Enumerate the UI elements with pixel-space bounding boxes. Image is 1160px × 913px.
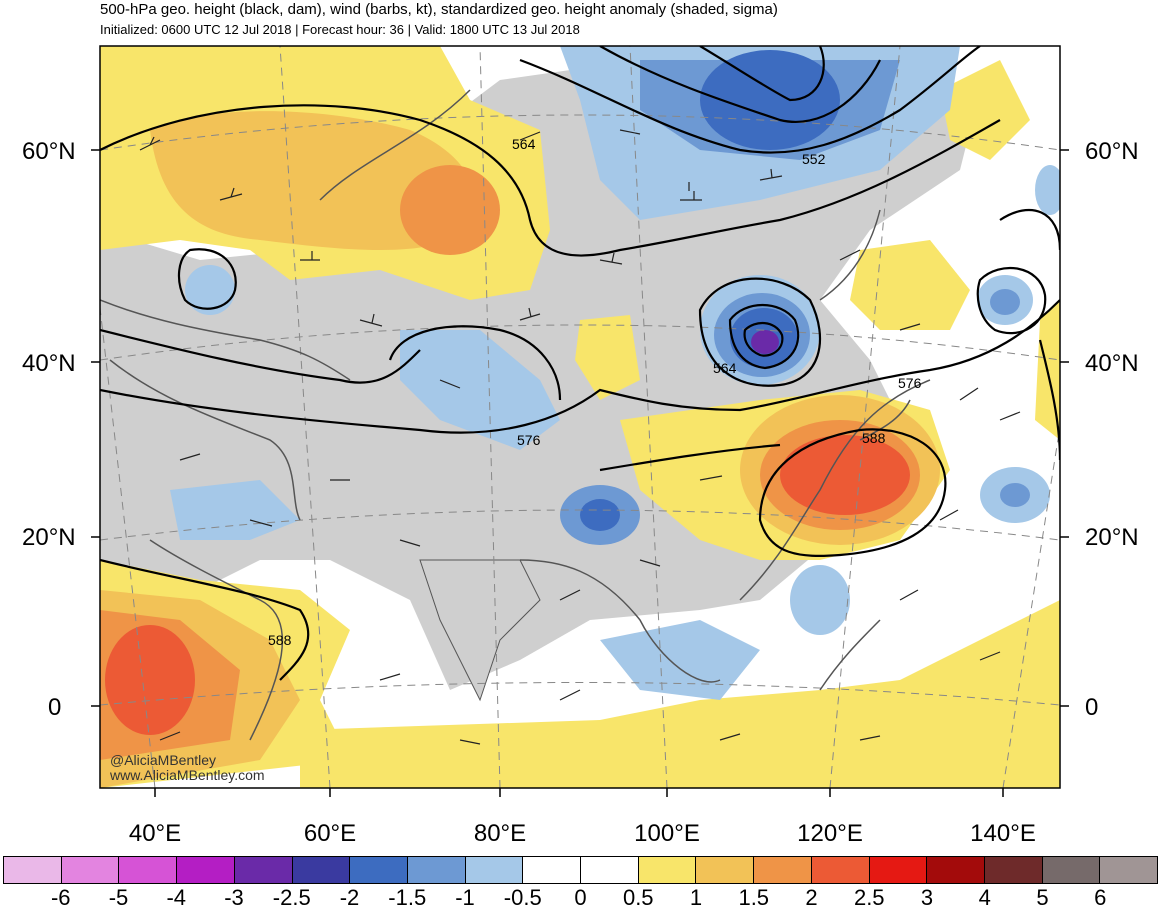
colorbar-label: 6	[1094, 885, 1107, 910]
colorbar-label: -1.5	[388, 885, 427, 910]
colorbar-label: -4	[166, 885, 187, 910]
lat-label-60n-right: 60°N	[1085, 138, 1139, 165]
lon-label-80e: 80°E	[473, 820, 527, 847]
contour-label: 564	[713, 360, 737, 376]
colorbar	[3, 856, 1158, 884]
wind-barbs	[139, 129, 1021, 745]
colorbar-label: 2	[805, 885, 818, 910]
colorbar-label: 2.5	[853, 885, 885, 910]
colorbar-label: 0	[574, 885, 587, 910]
credit-site: www.AliciaMBentley.com	[110, 767, 265, 783]
colorbar-swatch	[407, 857, 466, 883]
colorbar-label: -3	[224, 885, 244, 910]
colorbar-label: 1	[689, 885, 703, 910]
colorbar-label: -2	[339, 885, 360, 910]
colorbar-swatch	[754, 857, 812, 883]
pos-anomaly-equator-band	[300, 600, 1060, 788]
contour-label: 576	[517, 432, 541, 448]
colorbar-swatch	[984, 857, 1043, 883]
colorbar-swatch	[696, 857, 755, 883]
colorbar-label: 3	[920, 885, 934, 910]
colorbar-swatch	[927, 857, 985, 883]
credit-handle: @AliciaMBentley	[110, 752, 217, 768]
lon-label-40e: 40°E	[128, 820, 182, 847]
india-landmass	[419, 559, 541, 702]
colorbar-swatch	[292, 857, 351, 883]
colorbar-swatch	[1042, 857, 1101, 883]
colorbar-label: -2.5	[272, 885, 311, 910]
colorbar-swatch	[638, 857, 697, 883]
lon-label-120e: 120°E	[797, 820, 863, 847]
colorbar-label: 1.5	[738, 885, 770, 910]
colorbar-label: -5	[108, 885, 129, 910]
map-title: 500-hPa geo. height (black, dam), wind (…	[100, 1, 778, 18]
colorbar-swatch	[177, 857, 235, 883]
map-subtitle: Initialized: 0600 UTC 12 Jul 2018 | Fore…	[100, 22, 580, 37]
colorbar-label: 4	[978, 885, 991, 910]
colorbar-swatch	[869, 857, 928, 883]
lon-label-60e: 60°E	[303, 820, 357, 847]
neg-anomaly-low-center	[751, 330, 779, 354]
lat-label-0-right: 0	[1085, 694, 1099, 721]
colorbar-label: -1	[455, 885, 475, 910]
lat-label-40n-right: 40°N	[1085, 350, 1139, 377]
contour-588-africa	[100, 558, 310, 681]
colorbar-label: 5	[1036, 885, 1049, 910]
colorbar-label: -6	[50, 885, 71, 910]
lat-label-0: 0	[48, 694, 62, 721]
contour-576-central	[100, 299, 1060, 434]
lat-label-20n: 20°N	[22, 524, 76, 551]
map-frame	[99, 45, 1061, 789]
lon-label-100e: 100°E	[634, 820, 700, 847]
colorbar-swatch	[61, 857, 120, 883]
contour-552-north	[519, 46, 981, 154]
pos-anomaly-max-japan	[780, 435, 910, 515]
neg-anomaly-central-asia	[400, 330, 560, 450]
colorbar-swatch	[4, 857, 62, 883]
colorbar-swatch	[350, 857, 408, 883]
colorbar-swatch	[119, 857, 178, 883]
colorbar-swatch	[811, 857, 870, 883]
colorbar-label: -0.5	[503, 885, 542, 910]
contour-564-low	[698, 277, 822, 387]
colorbar-swatch	[581, 857, 639, 883]
colorbar-swatch	[523, 857, 582, 883]
contour-564-north	[100, 104, 1001, 257]
neg-anomaly-center-siberia	[700, 50, 840, 150]
contour-label: 576	[898, 375, 922, 391]
contour-label: 588	[268, 632, 292, 648]
lon-label-140e: 140°E	[970, 820, 1036, 847]
lat-label-40n: 40°N	[22, 350, 76, 377]
contour-label: 588	[862, 430, 886, 446]
pos-anomaly-center-urals	[400, 165, 500, 255]
colorbar-swatch	[234, 857, 293, 883]
contour-label: 564	[512, 136, 536, 152]
lat-label-20n-right: 20°N	[1085, 524, 1139, 551]
colorbar-label: 0.5	[622, 885, 654, 910]
contour-label: 552	[802, 151, 826, 167]
lat-label-60n: 60°N	[22, 138, 76, 165]
contour-588-japan	[758, 428, 947, 557]
colorbar-swatch	[465, 857, 524, 883]
colorbar-swatch	[1100, 857, 1158, 883]
